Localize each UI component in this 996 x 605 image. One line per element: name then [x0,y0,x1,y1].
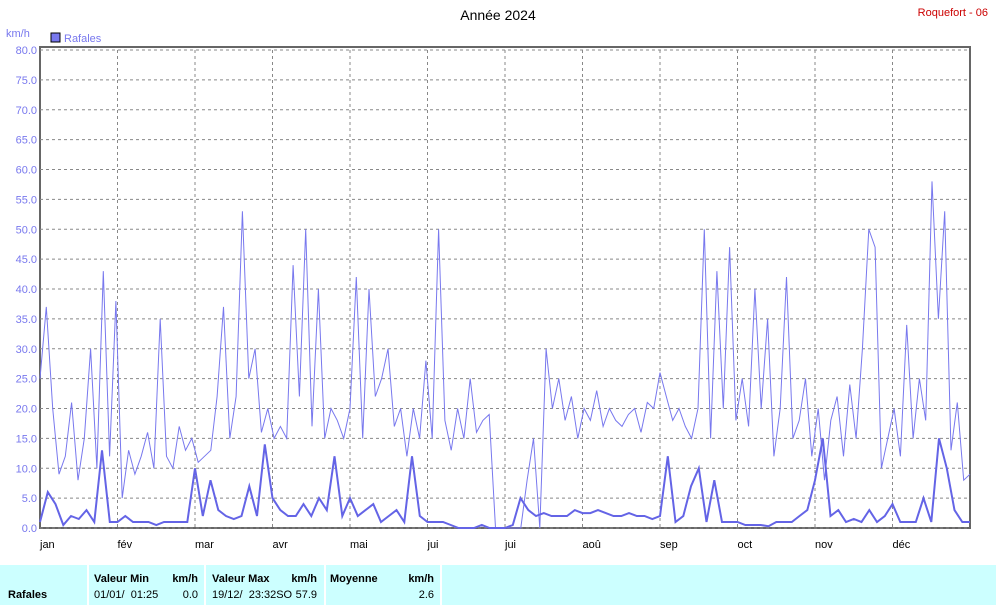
summary-max: 57.9 [296,589,317,601]
y-tick-label: 55.0 [16,194,37,206]
summary-bg [0,565,996,605]
x-tick-label: avr [273,539,289,551]
x-tick-label: fév [118,539,133,551]
summary-header: Valeur Min [94,573,149,585]
x-tick-label: déc [893,539,911,551]
summary-max-time: 19/12/ 23:32SO [212,589,293,601]
plot-area [39,46,971,529]
summary-label: Rafales [8,589,47,601]
x-tick-label: oct [738,539,753,551]
x-tick-label: sep [660,539,678,551]
x-tick-label: jui [427,539,439,551]
summary-header: Valeur Max [212,573,270,585]
summary-header: Moyenne [330,573,378,585]
y-tick-label: 5.0 [22,493,37,505]
legend-label: Rafales [64,33,102,45]
y-tick-label: 10.0 [16,463,37,475]
summary-min: 0.0 [183,589,198,601]
y-tick-label: 70.0 [16,105,37,117]
summary-min-time: 01/01/ 01:25 [94,589,158,601]
y-label: km/h [6,28,30,40]
summary-header: km/h [408,573,434,585]
x-tick-label: mai [350,539,368,551]
summary-mean: 2.6 [419,589,434,601]
summary-header: km/h [291,573,317,585]
y-tick-label: 25.0 [16,374,37,386]
y-tick-label: 50.0 [16,224,37,236]
x-tick-label: jan [39,539,55,551]
y-tick-label: 65.0 [16,135,37,147]
y-tick-label: 80.0 [16,45,37,57]
summary-header: km/h [172,573,198,585]
y-tick-label: 30.0 [16,344,37,356]
x-tick-label: mar [195,539,214,551]
y-tick-label: 35.0 [16,314,37,326]
y-tick-label: 45.0 [16,254,37,266]
y-tick-label: 20.0 [16,404,37,416]
x-tick-label: nov [815,539,833,551]
legend-swatch [50,32,61,43]
series-line [39,438,970,529]
y-tick-label: 40.0 [16,284,37,296]
y-tick-label: 0.0 [22,523,37,535]
y-tick-label: 60.0 [16,165,37,177]
x-tick-label: aoû [583,539,601,551]
station: Roquefort - 06 [918,7,988,19]
y-tick-label: 75.0 [16,75,37,87]
x-tick-label: jui [504,539,516,551]
y-tick-label: 15.0 [16,433,37,445]
chart-title: Année 2024 [460,7,536,23]
